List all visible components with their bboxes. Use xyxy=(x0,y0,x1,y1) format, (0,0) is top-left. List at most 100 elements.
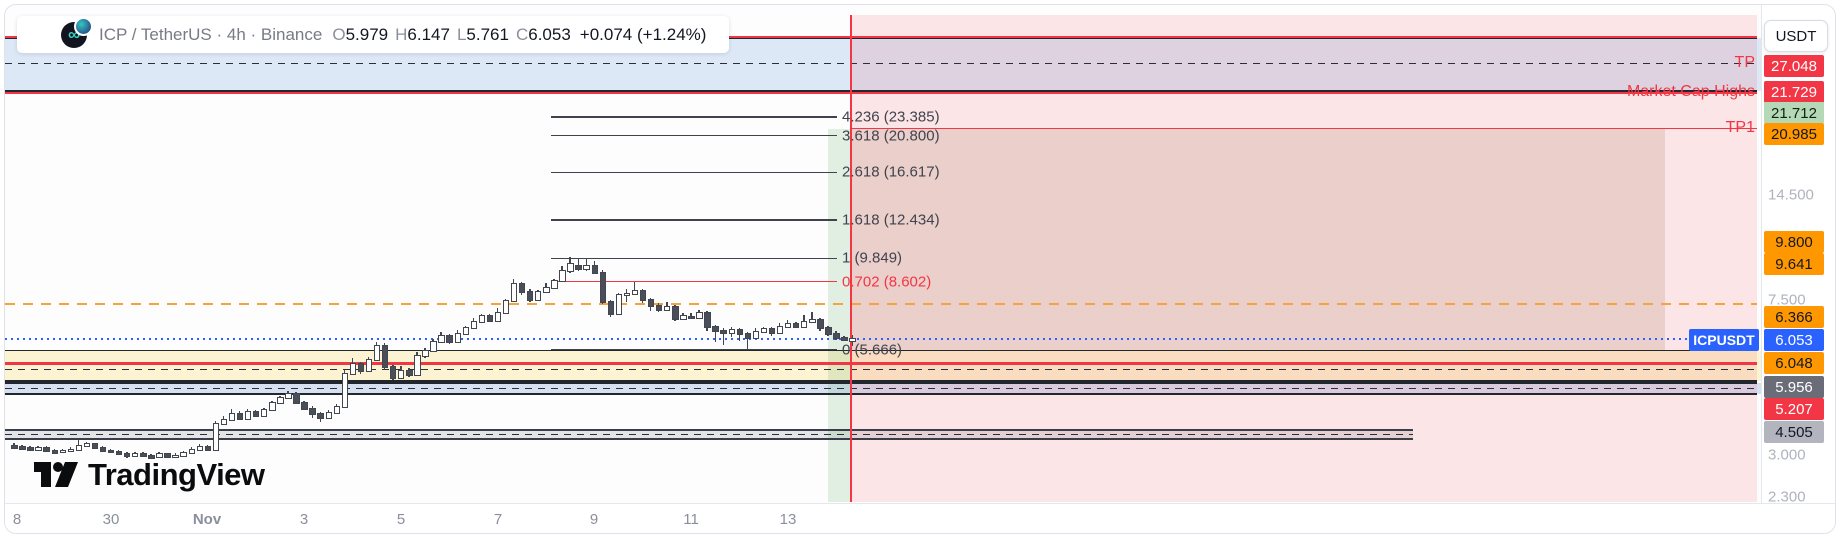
drawing-hline-last-price-6.053[interactable] xyxy=(5,338,1757,340)
price-label-21.729[interactable]: 21.729 xyxy=(1764,81,1824,103)
candle-body xyxy=(220,418,228,426)
fib-line-4.236[interactable] xyxy=(551,116,837,118)
candle-body xyxy=(132,452,139,458)
price-tick-2.300: 2.300 xyxy=(1768,488,1806,506)
drawing-hline-6.048[interactable] xyxy=(5,362,1757,365)
price-label-21.712[interactable]: 21.712 xyxy=(1764,102,1824,124)
price-label-9.641[interactable]: 9.641 xyxy=(1764,253,1824,275)
price-label-5.207[interactable]: 5.207 xyxy=(1764,398,1824,420)
candle-body xyxy=(583,265,590,271)
price-label-27.048[interactable]: 27.048 xyxy=(1764,55,1824,77)
callout-tp[interactable]: TP xyxy=(1734,54,1755,71)
drawing-hline[interactable] xyxy=(5,368,1757,371)
candle-wick xyxy=(77,440,80,450)
position-entry-vline[interactable] xyxy=(850,15,852,502)
chart-pane[interactable]: 4.236 (23.385) 3.618 (20.800) 2.618 (16.61… xyxy=(5,5,1761,503)
fib-backdrop[interactable] xyxy=(851,129,1665,350)
time-scale[interactable]: 8 30 Nov 3 5 7 9 11 13 xyxy=(5,503,1835,533)
candle-body xyxy=(293,393,300,404)
candle-body xyxy=(390,366,397,379)
drawing-hline-TP1-20.985[interactable] xyxy=(851,127,1757,129)
callout-tp1[interactable]: TP1 xyxy=(1725,119,1755,136)
fib-line-0.702[interactable] xyxy=(551,280,837,283)
candle-body xyxy=(543,286,550,293)
fib-label-1.618: 1.618 (12.434) xyxy=(842,211,940,229)
drawing-hline-4.505[interactable] xyxy=(5,433,1413,436)
candle-body xyxy=(744,333,752,340)
candle-body xyxy=(285,393,292,399)
price-label-20.985[interactable]: 20.985 xyxy=(1764,123,1824,145)
candle-body xyxy=(559,270,566,282)
drawing-hline-5.956[interactable] xyxy=(5,387,1757,390)
drawing-hline[interactable] xyxy=(5,37,1757,40)
drawing-hline-TP-27.048[interactable] xyxy=(5,62,1757,65)
drawing-hline[interactable] xyxy=(5,380,1757,382)
symbol-price-tag[interactable]: ICPUSDT xyxy=(1689,329,1759,351)
symbol-title[interactable]: ICP / TetherUS · 4h · Binance xyxy=(99,24,323,44)
ohlc-values: O5.979 H6.147 L5.761 C6.053 +0.074 (+1.24%) xyxy=(332,25,706,45)
fib-line-3.618[interactable] xyxy=(551,134,837,137)
short-loss-zone[interactable] xyxy=(851,15,1757,502)
candle-body xyxy=(91,443,99,449)
candle-body xyxy=(486,315,494,322)
time-label-8: 8 xyxy=(12,511,22,528)
currency-toggle-button[interactable]: USDT xyxy=(1764,20,1828,52)
price-label-4.505[interactable]: 4.505 xyxy=(1764,421,1824,443)
candle-body xyxy=(760,328,768,334)
candle-body xyxy=(462,327,469,335)
fib-line-0[interactable] xyxy=(551,348,837,351)
drawing-hline[interactable] xyxy=(5,303,1757,305)
entry-green-strip[interactable] xyxy=(828,129,851,502)
candle-body xyxy=(341,373,349,408)
fib-line-2.618[interactable] xyxy=(551,171,837,173)
drawing-hline-5.666[interactable] xyxy=(5,349,1757,352)
candle-body xyxy=(720,330,727,334)
fib-line-1[interactable] xyxy=(551,257,837,259)
candle-body xyxy=(639,289,647,302)
tradingview-logo[interactable]: TradingView xyxy=(33,457,265,493)
drawing-hline[interactable] xyxy=(5,429,1413,431)
candle-body xyxy=(115,451,123,456)
candle-body xyxy=(784,323,792,329)
symbol-header[interactable]: ∞ ICP / TetherUS · 4h · Binance O5.979 H6… xyxy=(17,16,729,53)
candle-body xyxy=(196,445,203,451)
callout-market-cap-highs[interactable]: Market Cap Highs xyxy=(1626,83,1755,100)
candle-body xyxy=(180,452,187,457)
candle-body xyxy=(527,290,534,302)
ohlc-c: C6.053 xyxy=(515,24,571,44)
drawing-hline[interactable] xyxy=(5,92,1757,94)
candle-body xyxy=(301,401,308,410)
drawing-hline[interactable] xyxy=(5,35,1757,38)
candle-body xyxy=(51,450,58,454)
price-label-6.053[interactable]: 6.053 xyxy=(1764,329,1824,351)
candle-body xyxy=(381,344,389,369)
candle-body xyxy=(204,445,212,451)
fib-label-0: 0 (5.666) xyxy=(842,341,903,358)
candle-wick xyxy=(585,258,587,271)
price-tick-7.500: 7.500 xyxy=(1768,291,1806,309)
price-label-5.956[interactable]: 5.956 xyxy=(1764,376,1824,398)
fib-line-1.618[interactable] xyxy=(551,219,837,221)
candle-body xyxy=(672,305,679,320)
price-label-6.366[interactable]: 6.366 xyxy=(1764,306,1824,328)
candle-body xyxy=(422,350,429,358)
ohlc-h: H6.147 xyxy=(395,24,450,44)
price-label-6.048[interactable]: 6.048 xyxy=(1764,352,1824,374)
price-scale[interactable]: 14.500 7.500 3.000 2.300 27.048 21.729 21.712 2… xyxy=(1761,5,1835,506)
drawing-hline-Market-Cap-Highs-21.729[interactable] xyxy=(5,90,1757,92)
drawing-hline[interactable] xyxy=(5,438,1413,440)
candle-body xyxy=(510,282,518,303)
candle-body xyxy=(752,331,760,340)
price-label-9.800[interactable]: 9.800 xyxy=(1764,231,1824,253)
drawing-hline[interactable] xyxy=(5,393,1757,395)
drawing-hline[interactable] xyxy=(5,382,1757,384)
fib-label-3.618: 3.618 (20.800) xyxy=(842,127,940,144)
candle-body xyxy=(817,318,824,330)
candle-body xyxy=(615,294,623,315)
time-label-11: 11 xyxy=(683,511,699,528)
candle-body xyxy=(809,318,816,323)
candle-wick xyxy=(722,328,724,345)
price-tick-14.500: 14.500 xyxy=(1768,186,1814,204)
cream-band[interactable] xyxy=(5,351,1761,381)
candle-body xyxy=(164,453,171,459)
